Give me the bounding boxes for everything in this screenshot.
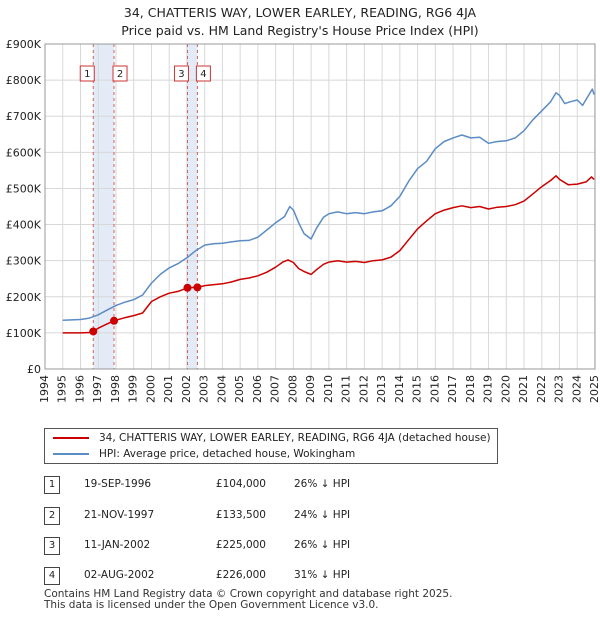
transaction-number: 3 (44, 537, 60, 555)
legend-item-property: 34, CHATTERIS WAY, LOWER EARLEY, READING… (53, 430, 491, 446)
sale-label-box (173, 65, 189, 82)
transaction-price: £104,000 (215, 478, 266, 490)
legend-item-hpi: HPI: Average price, detached house, Woki… (53, 446, 355, 462)
x-tick-label: 2005 (233, 375, 246, 403)
footer: Contains HM Land Registry data © Crown c… (44, 589, 452, 611)
x-tick-label: 2002 (180, 375, 193, 403)
x-tick-label: 1998 (109, 375, 122, 403)
legend-hpi-label: HPI: Average price, detached house, Woki… (99, 448, 356, 460)
legend-property-line (53, 437, 89, 439)
x-tick-label: 2009 (304, 375, 317, 403)
x-tick-label: 2014 (393, 375, 406, 403)
x-tick-label: 2019 (482, 375, 495, 403)
sale-label: 2 (117, 69, 123, 80)
x-tick-label: 2012 (357, 375, 370, 403)
hpi-series-line (62, 88, 595, 322)
x-tick-label: 1994 (38, 375, 51, 403)
chart-title: 34, CHATTERIS WAY, LOWER EARLEY, READING… (0, 4, 600, 40)
sale-period-shade (187, 44, 198, 369)
sale-point (89, 327, 98, 336)
transaction-hpi: 24% ↓ HPI (294, 509, 351, 521)
property-series-line (62, 175, 595, 334)
transaction-number: 4 (44, 567, 60, 585)
y-tick-label: £300K (6, 255, 42, 268)
x-tick-label: 2006 (251, 375, 264, 403)
x-tick-label: 2010 (322, 375, 335, 403)
x-tick-label: 2017 (446, 375, 459, 403)
x-tick-label: 1996 (73, 375, 86, 403)
y-tick-label: £900K (6, 38, 42, 51)
x-tick-label: 2021 (517, 375, 530, 403)
x-tick-label: 2025 (588, 375, 600, 403)
sale-label: 3 (178, 69, 184, 80)
x-tick-label: 2020 (499, 375, 512, 403)
x-tick-label: 2000 (144, 375, 157, 403)
sale-point (193, 283, 202, 292)
y-tick-label: £200K (6, 291, 42, 304)
x-tick-label: 2011 (340, 375, 353, 403)
sale-label: 1 (84, 69, 90, 80)
sale-point (183, 283, 192, 292)
transaction-price: £226,000 (215, 569, 266, 581)
transaction-number: 1 (44, 476, 60, 494)
legend-property-label: 34, CHATTERIS WAY, LOWER EARLEY, READING… (99, 432, 491, 444)
price-chart: £0 £100K £200K £300K £400K £500K £600K £700K £80… (6, 38, 600, 403)
y-tick-label: £400K (6, 219, 42, 232)
y-tick-label: £100K (6, 327, 42, 340)
x-tick-label: 2003 (198, 375, 211, 403)
plot-area (45, 44, 595, 369)
legend-hpi-line (53, 453, 89, 455)
footer-line-1: Contains HM Land Registry data © Crown c… (44, 588, 453, 600)
x-tick-label: 2015 (411, 375, 424, 403)
y-tick-label: £700K (6, 110, 42, 123)
transaction-date: 11-JAN-2002 (84, 539, 151, 551)
legend: 34, CHATTERIS WAY, LOWER EARLEY, READING… (44, 428, 498, 464)
transaction-hpi: 26% ↓ HPI (294, 478, 351, 490)
x-tick-label: 2018 (464, 375, 477, 403)
x-tick-label: 2016 (428, 375, 441, 403)
x-tick-label: 2023 (553, 375, 566, 403)
transaction-date: 02-AUG-2002 (84, 569, 155, 581)
sale-label-box (195, 65, 211, 82)
plot-frame (44, 43, 596, 370)
x-tick-label: 2022 (535, 375, 548, 403)
y-tick-label: £800K (6, 74, 42, 87)
x-tick-label: 2024 (570, 375, 583, 403)
title-line-2: Price paid vs. HM Land Registry's House … (121, 23, 479, 38)
x-tick-label: 1995 (56, 375, 69, 403)
x-tick-label: 1997 (91, 375, 104, 403)
title-line-1: 34, CHATTERIS WAY, LOWER EARLEY, READING… (123, 5, 477, 20)
x-tick-label: 2004 (215, 375, 228, 403)
y-tick-label: £500K (6, 182, 42, 195)
y-tick-label: £600K (6, 146, 42, 159)
transaction-date: 19-SEP-1996 (84, 478, 152, 490)
x-tick-label: 1999 (127, 375, 140, 403)
transaction-hpi: 26% ↓ HPI (294, 539, 351, 551)
transaction-price: £225,000 (215, 539, 266, 551)
x-tick-label: 2013 (375, 375, 388, 403)
transaction-number: 2 (44, 507, 60, 525)
y-tick-label: £0 (27, 363, 41, 376)
transaction-hpi: 31% ↓ HPI (294, 569, 351, 581)
sale-label-box (112, 65, 128, 82)
x-tick-label: 2001 (162, 375, 175, 403)
transaction-date: 21-NOV-1997 (84, 509, 155, 521)
x-tick-label: 2007 (269, 375, 282, 403)
sale-point (110, 316, 119, 325)
transaction-price: £133,500 (215, 509, 266, 521)
sale-label-box (79, 65, 95, 82)
footer-line-2: This data is licensed under the Open Gov… (44, 599, 379, 611)
x-tick-label: 2008 (286, 375, 299, 403)
sale-label: 4 (200, 69, 206, 80)
